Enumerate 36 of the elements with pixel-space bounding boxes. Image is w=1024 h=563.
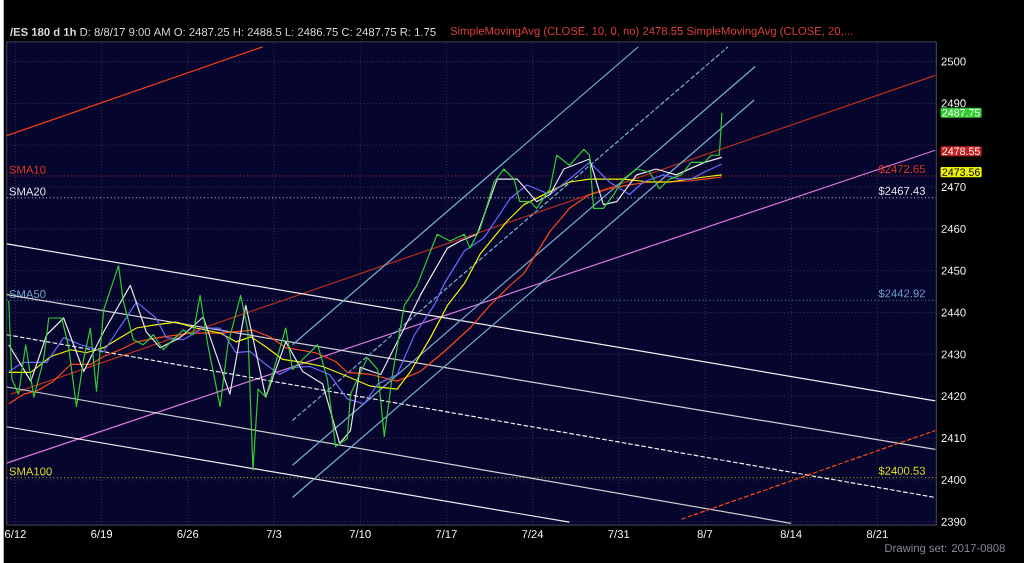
- ref-line-label: SMA100: [9, 467, 52, 476]
- y-tick-label: 2460: [941, 224, 966, 233]
- ref-line-label: SMA10: [9, 165, 46, 174]
- y-tick-label: 2390: [941, 517, 966, 526]
- y-tick-label: 2420: [941, 392, 966, 401]
- x-tick-label: 7/3: [266, 529, 282, 539]
- x-tick-label: 7/10: [349, 529, 371, 539]
- y-tick-label: 2490: [941, 99, 966, 108]
- x-tick-label: 6/26: [177, 529, 199, 539]
- annotation: $2467.43: [878, 186, 925, 196]
- text: 2478.55: [942, 147, 980, 156]
- x-tick-label: 6/12: [5, 529, 26, 539]
- y-tick-label: 2440: [941, 308, 966, 317]
- x-tick-label: 7/24: [522, 529, 544, 539]
- text: 2473.56: [942, 168, 980, 176]
- y-tick-label: 2450: [941, 266, 966, 275]
- text: Drawing set: 2017-0808: [885, 543, 1005, 555]
- ref-line-label: SMA50: [9, 290, 46, 299]
- x-tick-label: 8/7: [697, 529, 713, 539]
- y-tick-label: 2500: [941, 57, 966, 66]
- x-tick-label: 8/21: [866, 529, 888, 539]
- y-tick-label: 2400: [941, 475, 966, 484]
- x-tick-label: 7/17: [435, 529, 457, 539]
- chart-title: /ES 180 d 1h D: 8/8/17 9:00 AM O: 2487.25 H: 2488.5 L: 2486.75 C: 2487.75 R: 1.75: [10, 27, 436, 37]
- x-tick-label: 7/31: [608, 529, 630, 539]
- y-tick-label: 2430: [941, 350, 966, 359]
- chart-subtitle: SimpleMovingAvg (CLOSE, 10, 0, no) 2478.55 SimpleMovingAvg (CLOSE, 20,...: [450, 26, 853, 38]
- annotation: $2472.65: [878, 164, 926, 174]
- x-tick-label: 6/19: [91, 529, 113, 539]
- annotation: $2442.92: [878, 288, 925, 299]
- x-tick-label: 8/14: [780, 529, 802, 539]
- ref-line-label: SMA20: [9, 187, 46, 196]
- annotation: $2400.53: [878, 466, 925, 476]
- y-tick-label: 2470: [941, 183, 966, 192]
- text: 2487.75: [942, 109, 980, 117]
- y-tick-label: 2410: [941, 434, 966, 443]
